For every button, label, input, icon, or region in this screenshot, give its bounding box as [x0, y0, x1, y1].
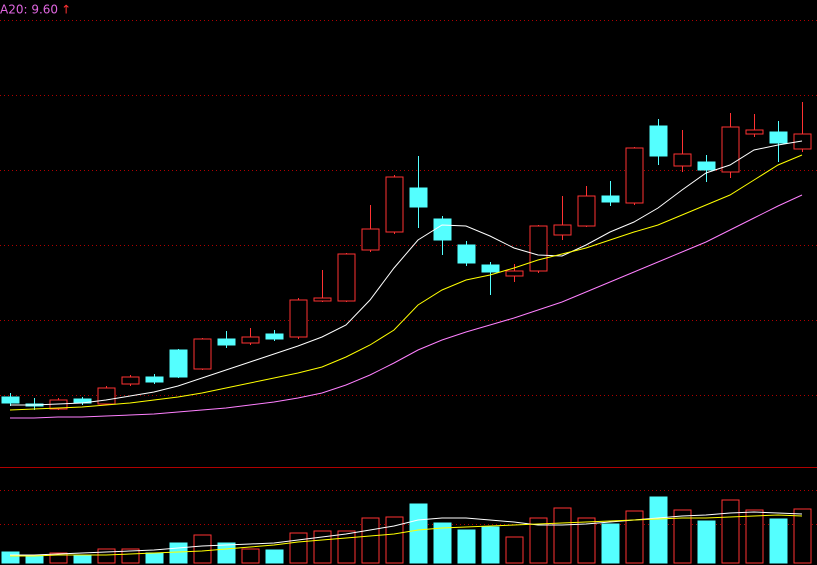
candle-body [145, 376, 164, 383]
candle-body [673, 153, 692, 167]
candle-body [769, 131, 788, 144]
volume-bar [649, 496, 668, 564]
ma-line [10, 194, 803, 419]
candle-body [505, 270, 524, 277]
volume-bar [673, 509, 692, 564]
volume-bar [49, 552, 68, 564]
volume-bar [1, 551, 20, 564]
candle-body [577, 195, 596, 227]
volume-bar [577, 517, 596, 564]
candle-body [625, 147, 644, 204]
candle-body [409, 187, 428, 208]
candle-body [361, 228, 380, 251]
ma-arrow: ↑ [61, 3, 71, 17]
volume-bar [793, 508, 812, 564]
candle-body [433, 218, 452, 241]
ma-line [9, 154, 803, 411]
volume-bar [697, 520, 716, 564]
volume-bar [505, 536, 524, 564]
volume-bar [601, 523, 620, 564]
volume-bar [193, 534, 212, 564]
volume-bar [241, 548, 260, 564]
candle-body [265, 333, 284, 340]
candle-body [457, 244, 476, 264]
volume-bar [337, 530, 356, 564]
volume-bar [385, 516, 404, 564]
candle-body [241, 336, 260, 344]
volume-bar [409, 503, 428, 564]
volume-bar [145, 552, 164, 564]
candle-body [193, 338, 212, 370]
volume-bar [625, 510, 644, 564]
candle-body [649, 125, 668, 157]
volume-ma-line [10, 511, 803, 556]
ma-line [10, 140, 803, 406]
candle-body [601, 195, 620, 203]
volume-bar [745, 509, 764, 564]
ma-label: A20: 9.60 [0, 3, 58, 17]
candle-body [697, 161, 716, 171]
volume-bar [169, 542, 188, 564]
candle-body [1, 396, 20, 404]
candle-body [289, 299, 308, 338]
candle-body [217, 338, 236, 346]
volume-bar [121, 548, 140, 564]
candle-body [745, 129, 764, 135]
candle-body [481, 264, 500, 273]
volume-bar [457, 529, 476, 564]
candle-body [313, 297, 332, 302]
candle-body [385, 176, 404, 233]
volume-bar [97, 548, 116, 564]
volume-bar [313, 530, 332, 564]
volume-ma-line [10, 514, 803, 557]
volume-bar [265, 549, 284, 564]
volume-bar [529, 517, 548, 564]
candle-body [97, 387, 116, 405]
volume-bar [721, 499, 740, 564]
volume-bar [289, 532, 308, 564]
volume-bar [553, 507, 572, 564]
candle-body [121, 376, 140, 385]
candle-body [169, 349, 188, 378]
candle-body [529, 225, 548, 272]
volume-bar [217, 542, 236, 564]
volume-bar [433, 522, 452, 564]
candle-body [793, 133, 812, 150]
candle-body [337, 253, 356, 302]
candle-body [721, 126, 740, 173]
plot [0, 20, 817, 564]
volume-bar [73, 554, 92, 564]
volume-bar [361, 517, 380, 564]
volume-bar [481, 526, 500, 564]
volume-bar [769, 518, 788, 564]
candle-body [553, 224, 572, 236]
